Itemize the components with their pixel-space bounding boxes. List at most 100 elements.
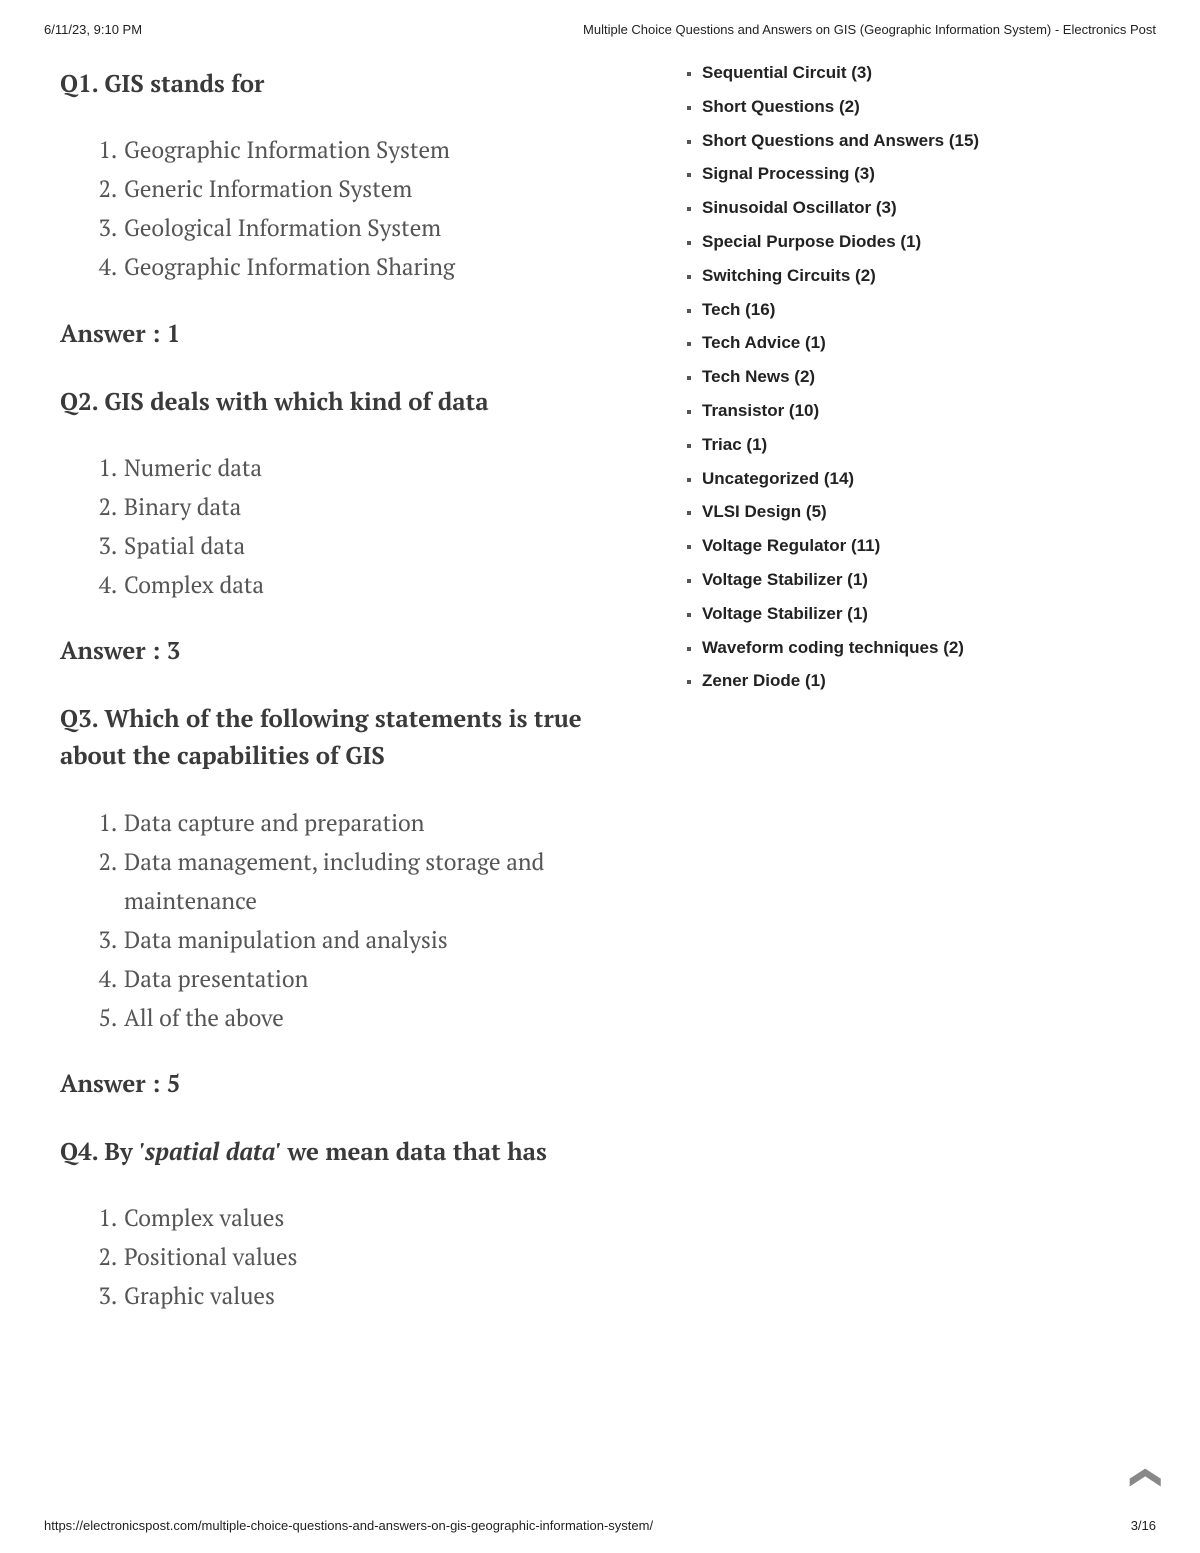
category-count: (1) [805, 671, 826, 690]
question-answer: Answer : 5 [60, 1067, 642, 1099]
content-wrap: Q1. GIS stands for Geographic Information… [0, 37, 1200, 1346]
question-option: Complex data [122, 565, 642, 604]
category-item[interactable]: Sequential Circuit (3) [702, 61, 1156, 85]
category-label: Uncategorized [702, 469, 824, 488]
question-option: Numeric data [122, 448, 642, 487]
category-item[interactable]: Voltage Regulator (11) [702, 534, 1156, 558]
question-heading-post: we mean data that has [281, 1135, 547, 1167]
category-item[interactable]: Short Questions and Answers (15) [702, 129, 1156, 153]
category-label: Triac [702, 435, 746, 454]
category-count: (3) [854, 164, 875, 183]
category-item[interactable]: Switching Circuits (2) [702, 264, 1156, 288]
category-item[interactable]: Zener Diode (1) [702, 669, 1156, 693]
print-header: 6/11/23, 9:10 PM Multiple Choice Questio… [0, 0, 1200, 37]
question-options: Numeric dataBinary dataSpatial dataCompl… [60, 448, 642, 604]
question-heading-pre: Q2. GIS deals with which kind of data [60, 385, 489, 417]
question-option: Data manipulation and analysis [122, 920, 642, 959]
chevron-up-icon: ❯ [1127, 1465, 1160, 1490]
question-option: Graphic values [122, 1276, 642, 1315]
question-option: Geographic Information System [122, 130, 642, 169]
question-option: Generic Information System [122, 169, 642, 208]
category-item[interactable]: Voltage Stabilizer (1) [702, 568, 1156, 592]
category-label: Signal Processing [702, 164, 854, 183]
category-count: (2) [855, 266, 876, 285]
category-count: (10) [789, 401, 819, 420]
header-datetime: 6/11/23, 9:10 PM [44, 22, 142, 37]
category-label: Sequential Circuit [702, 63, 851, 82]
print-footer: https://electronicspost.com/multiple-cho… [44, 1518, 1156, 1533]
question-heading-pre: Q3. Which of the following statements is… [60, 702, 582, 771]
question-option: Geological Information System [122, 208, 642, 247]
category-list: Sequential Circuit (3) Short Questions (2… [680, 61, 1156, 693]
category-count: (11) [851, 536, 880, 555]
category-label: Zener Diode [702, 671, 805, 690]
category-count: (1) [847, 604, 868, 623]
category-item[interactable]: VLSI Design (5) [702, 500, 1156, 524]
category-label: VLSI Design [702, 502, 806, 521]
category-label: Short Questions and Answers [702, 131, 949, 150]
category-count: (3) [851, 63, 872, 82]
category-label: Short Questions [702, 97, 839, 116]
question-heading: Q1. GIS stands for [60, 65, 642, 102]
question-answer: Answer : 3 [60, 634, 642, 666]
category-count: (16) [745, 300, 775, 319]
category-label: Special Purpose Diodes [702, 232, 900, 251]
question-options: Complex valuesPositional valuesGraphic v… [60, 1198, 642, 1315]
category-label: Tech Advice [702, 333, 805, 352]
question-options: Geographic Information SystemGeneric Inf… [60, 130, 642, 286]
question-heading: Q2. GIS deals with which kind of data [60, 383, 642, 420]
question-option: Data management, including storage and m… [122, 842, 642, 920]
category-count: (2) [794, 367, 815, 386]
category-count: (3) [876, 198, 897, 217]
category-label: Tech News [702, 367, 794, 386]
category-item[interactable]: Special Purpose Diodes (1) [702, 230, 1156, 254]
question-heading: Q4. By 'spatial data' we mean data that … [60, 1133, 642, 1170]
category-count: (1) [805, 333, 826, 352]
category-count: (1) [746, 435, 767, 454]
question-answer: Answer : 1 [60, 317, 642, 349]
category-label: Waveform coding techniques [702, 638, 943, 657]
question-option: Positional values [122, 1237, 642, 1276]
category-count: (15) [949, 131, 979, 150]
question-option: Data presentation [122, 959, 642, 998]
category-item[interactable]: Transistor (10) [702, 399, 1156, 423]
question-options: Data capture and preparationData managem… [60, 803, 642, 1038]
category-item[interactable]: Waveform coding techniques (2) [702, 636, 1156, 660]
category-item[interactable]: Tech News (2) [702, 365, 1156, 389]
question-option: All of the above [122, 998, 642, 1037]
footer-url: https://electronicspost.com/multiple-cho… [44, 1518, 653, 1533]
category-item[interactable]: Tech Advice (1) [702, 331, 1156, 355]
category-item[interactable]: Tech (16) [702, 298, 1156, 322]
question-option: Spatial data [122, 526, 642, 565]
main-column: Q1. GIS stands for Geographic Information… [60, 47, 642, 1346]
category-label: Tech [702, 300, 745, 319]
category-count: (1) [900, 232, 921, 251]
category-label: Transistor [702, 401, 789, 420]
question-option: Geographic Information Sharing [122, 247, 642, 286]
category-count: (1) [847, 570, 868, 589]
question-heading: Q3. Which of the following statements is… [60, 700, 642, 774]
question-heading-pre: Q4. By [60, 1135, 139, 1167]
category-label: Sinusoidal Oscillator [702, 198, 876, 217]
scroll-top-button[interactable]: ❯ [1126, 1465, 1161, 1490]
category-label: Voltage Stabilizer [702, 604, 847, 623]
category-label: Voltage Stabilizer [702, 570, 847, 589]
footer-page: 3/16 [1131, 1518, 1156, 1533]
category-label: Switching Circuits [702, 266, 855, 285]
category-item[interactable]: Uncategorized (14) [702, 467, 1156, 491]
sidebar-column: Sequential Circuit (3) Short Questions (2… [642, 47, 1156, 1346]
header-title: Multiple Choice Questions and Answers on… [583, 22, 1156, 37]
category-count: (14) [824, 469, 854, 488]
category-item[interactable]: Short Questions (2) [702, 95, 1156, 119]
category-item[interactable]: Signal Processing (3) [702, 162, 1156, 186]
question-heading-italic: 'spatial data' [139, 1135, 281, 1167]
question-option: Complex values [122, 1198, 642, 1237]
category-count: (5) [806, 502, 827, 521]
category-item[interactable]: Triac (1) [702, 433, 1156, 457]
category-item[interactable]: Sinusoidal Oscillator (3) [702, 196, 1156, 220]
category-item[interactable]: Voltage Stabilizer (1) [702, 602, 1156, 626]
question-heading-pre: Q1. GIS stands for [60, 67, 264, 99]
question-option: Data capture and preparation [122, 803, 642, 842]
category-count: (2) [943, 638, 964, 657]
category-count: (2) [839, 97, 860, 116]
